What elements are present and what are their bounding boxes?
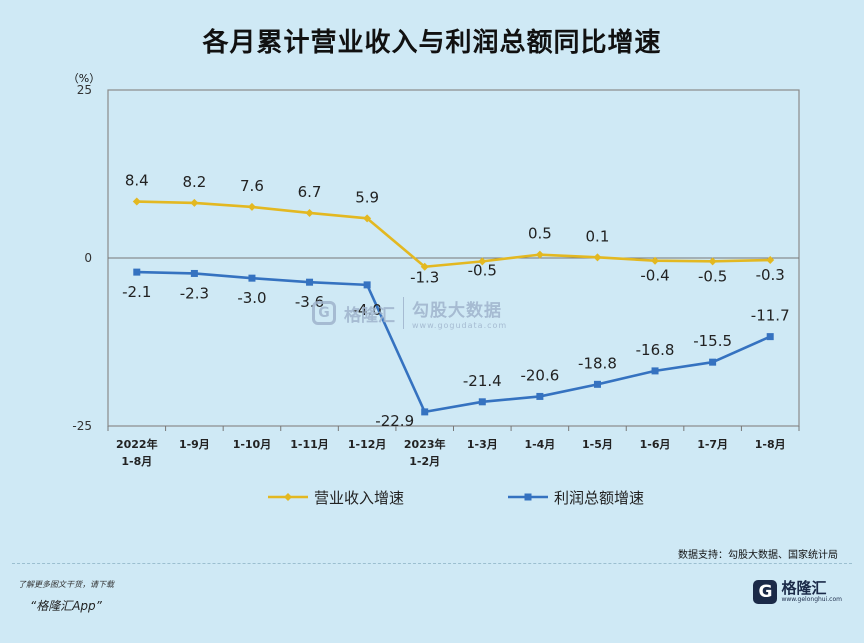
data-label: -3.0 (237, 289, 266, 307)
data-point (363, 214, 372, 223)
data-point (478, 398, 486, 406)
x-tick-label: 1-12月 (348, 438, 387, 451)
brand-logo-name: 格隆汇 (781, 579, 827, 597)
legend-marker (284, 493, 292, 501)
data-label: -18.8 (578, 354, 617, 372)
legend-label: 利润总额增速 (554, 489, 644, 507)
line-chart: （%）25 0 -25 2022年 1-8月 1-9月 1-10月 1-11月 1-12月 202… (68, 72, 800, 507)
data-label: 0.5 (528, 225, 552, 243)
data-label: -11.7 (751, 307, 790, 325)
data-label: -20.6 (520, 366, 559, 384)
x-tick-label: 1-8月 (755, 438, 786, 451)
watermark-url: www.gogudata.com (412, 321, 508, 330)
data-point (709, 358, 717, 366)
data-label: -22.9 (375, 412, 414, 430)
series-line (136, 200, 771, 269)
x-tick-label: 1-10月 (233, 438, 272, 451)
data-point (536, 392, 544, 400)
footer-app-name: “格隆汇App” (30, 599, 102, 613)
data-label: -16.8 (636, 341, 675, 359)
brand-logo-url: www.gelonghui.com (781, 596, 842, 603)
data-label: 5.9 (355, 188, 379, 206)
watermark-name: 格隆汇 (344, 305, 395, 326)
data-point (593, 380, 601, 388)
y-tick-label: -25 (72, 419, 92, 433)
data-point (478, 257, 487, 266)
legend-label: 营业收入增速 (314, 489, 404, 507)
data-point (535, 250, 544, 259)
data-point (766, 333, 774, 341)
data-label: 8.4 (125, 172, 149, 190)
footer-divider (12, 563, 852, 564)
x-tick-label: 1-11月 (290, 438, 329, 451)
brand-logo: G 格隆汇 www.gelonghui.com (753, 580, 842, 604)
data-label: 0.1 (586, 227, 610, 245)
data-point (766, 256, 775, 265)
x-tick-label: 1-9月 (179, 438, 210, 451)
data-label: 8.2 (182, 173, 206, 191)
data-point (651, 367, 659, 375)
data-label: 7.6 (240, 177, 264, 195)
data-point (651, 256, 660, 265)
data-label: -21.4 (463, 372, 502, 390)
watermark-separator (403, 297, 404, 329)
data-point (190, 269, 198, 277)
watermark: G 格隆汇 勾股大数据 www.gogudata.com (312, 296, 507, 330)
chart-title: 各月累计营业收入与利润总额同比增速 (202, 28, 662, 58)
series-line (136, 270, 771, 414)
x-tick-label: 1-2月 (409, 455, 440, 468)
data-point (247, 202, 256, 211)
footer-note: 了解更多图文干货，请下载 (18, 580, 114, 589)
watermark-logo-icon: G (312, 301, 336, 325)
data-label: -0.5 (468, 261, 497, 279)
data-point (421, 408, 429, 416)
x-tick-label: 1-6月 (640, 438, 671, 451)
data-label: -4.0 (352, 301, 381, 319)
y-tick-label: 25 (77, 83, 92, 97)
data-label: -0.4 (640, 267, 669, 285)
x-tick-label: 1-3月 (467, 438, 498, 451)
data-label: -0.5 (698, 267, 727, 285)
x-tick-label: 1-8月 (121, 455, 152, 468)
data-point (305, 208, 314, 217)
data-label: -2.3 (180, 284, 209, 302)
brand-logo-icon: G (753, 580, 778, 604)
data-point (132, 197, 141, 206)
y-axis-unit: （%） (68, 72, 100, 85)
x-tick-label: 1-5月 (582, 438, 613, 451)
data-point (248, 274, 256, 282)
data-point (420, 262, 429, 271)
data-label: 6.7 (298, 183, 322, 201)
x-tick-label: 2023年 (404, 437, 446, 451)
data-point (133, 268, 141, 276)
data-point (708, 257, 717, 266)
data-label: -2.1 (122, 283, 151, 301)
y-tick-label: 0 (84, 251, 92, 265)
x-tick-label: 1-7月 (697, 438, 728, 451)
watermark-cn: 勾股大数据 (412, 301, 502, 321)
data-label: -15.5 (693, 332, 732, 350)
data-point (306, 278, 314, 286)
x-tick-label: 1-4月 (524, 438, 555, 451)
legend-marker (524, 493, 532, 501)
data-point (593, 253, 602, 262)
data-source: 数据支持：勾股大数据、国家统计局 (678, 550, 838, 561)
data-point (363, 281, 371, 289)
data-label: -1.3 (410, 269, 439, 287)
x-tick-label: 2022年 (116, 437, 158, 451)
data-label: -0.3 (756, 266, 785, 284)
data-point (190, 198, 199, 207)
